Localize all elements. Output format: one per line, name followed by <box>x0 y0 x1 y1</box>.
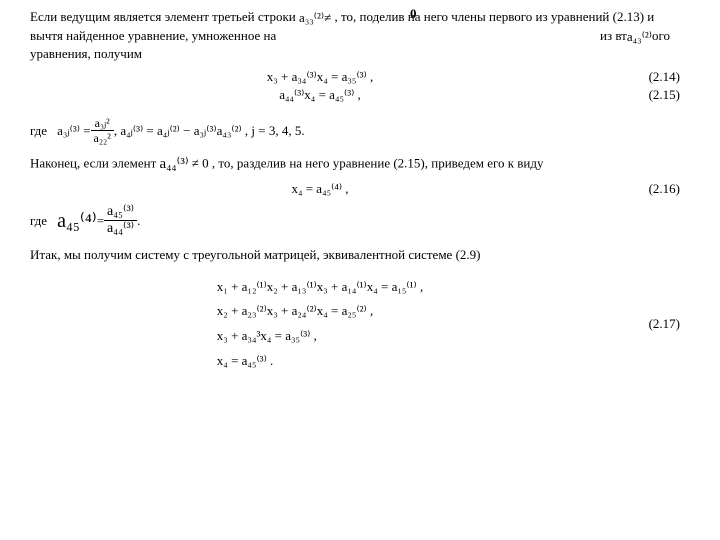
p1-text-a: Если ведущим является элемент третьей ст… <box>30 9 299 24</box>
equation-2-16: x₄ = a₄₅⁽⁴⁾ , (2.16) <box>30 181 690 197</box>
where-label-1: где <box>30 123 47 139</box>
stray-zero: 0 <box>410 6 417 22</box>
where-label-2: где <box>30 213 47 229</box>
sys-line-2: x₂ + a₂₃⁽²⁾x₃ + a₂₄⁽²⁾x₄ = a₂₅⁽²⁾ , <box>217 299 423 324</box>
w1-frac: a₃ⱼ² a₂₂² <box>91 117 114 144</box>
system-2-17: x₁ + a₁₂⁽¹⁾x₂ + a₁₃⁽¹⁾x₃ + a₁₄⁽¹⁾x₄ = a₁… <box>30 275 690 374</box>
equation-2-14: x₃ + a₃₄⁽³⁾x₄ = a₃₅⁽³⁾ , (2.14) <box>30 69 690 85</box>
sys-line-3: x₃ + a₃₄³x₄ = a₃₅⁽³⁾ , <box>217 324 423 349</box>
w1-num: a₃ⱼ² <box>91 117 114 131</box>
w1-lhs: a₃ⱼ⁽³⁾ = <box>57 123 90 139</box>
eq216-num: (2.16) <box>610 181 690 197</box>
p1-text-c-suf: ого <box>652 28 670 43</box>
p2-a: Наконец, если элемент <box>30 156 160 171</box>
eq217-num: (2.17) <box>610 316 690 332</box>
sys-line-1: x₁ + a₁₂⁽¹⁾x₂ + a₁₃⁽¹⁾x₃ + a₁₄⁽¹⁾x₄ = a₁… <box>217 275 423 300</box>
w2-den: a₄₄⁽³⁾ <box>104 221 137 236</box>
para-3: Итак, мы получим систему с треугольной м… <box>30 246 690 264</box>
eq215-num: (2.15) <box>610 87 690 103</box>
w2-frac: a₄₅⁽³⁾ a₄₄⁽³⁾ <box>104 205 137 236</box>
sys-line-4: x₄ = a₄₅⁽³⁾ . <box>217 349 423 374</box>
w2-dot: . <box>137 213 140 229</box>
expr-a44: a₄₄⁽³⁾ <box>160 154 189 175</box>
w1-rest: , a₄ⱼ⁽³⁾ = a₄ⱼ⁽²⁾ − a₃ⱼ⁽³⁾a₄₃⁽²⁾ , j = 3… <box>114 123 305 139</box>
expr-a33: a₃₃⁽²⁾≠ <box>299 9 331 27</box>
para-2: Наконец, если элемент a₄₄⁽³⁾ ≠ 0 , то, р… <box>30 154 690 175</box>
p2-b: ≠ 0 , то, разделив на него уравнение (2.… <box>192 156 544 171</box>
w1-den: a₂₂² <box>91 131 114 144</box>
w2-num: a₄₅⁽³⁾ <box>104 205 137 221</box>
para-1: Если ведущим является элемент третьей ст… <box>30 8 690 63</box>
w2-eq: = <box>97 213 104 229</box>
equation-2-15: a₄₄⁽³⁾x₄ = a₄₅⁽³⁾ , (2.15) <box>30 87 690 103</box>
w2-lhs: a₄₅⁽⁴⁾ <box>57 208 97 233</box>
eq214-num: (2.14) <box>610 69 690 85</box>
expr-a43: a₄₃⁽²⁾ <box>627 28 652 46</box>
where-block-2: где a₄₅⁽⁴⁾ = a₄₅⁽³⁾ a₄₄⁽³⁾ . <box>30 205 690 236</box>
p1-text-d: уравнения, получим <box>30 46 142 61</box>
p1-text-c-pre: из вт <box>600 28 627 43</box>
where-block-1: где a₃ⱼ⁽³⁾ = a₃ⱼ² a₂₂² , a₄ⱼ⁽³⁾ = a₄ⱼ⁽²⁾… <box>30 117 690 144</box>
eq216-body: x₄ = a₄₅⁽⁴⁾ , <box>30 181 610 197</box>
eq214-body: x₃ + a₃₄⁽³⁾x₄ = a₃₅⁽³⁾ , <box>30 69 610 85</box>
eq215-body: a₄₄⁽³⁾x₄ = a₄₅⁽³⁾ , <box>30 87 610 103</box>
